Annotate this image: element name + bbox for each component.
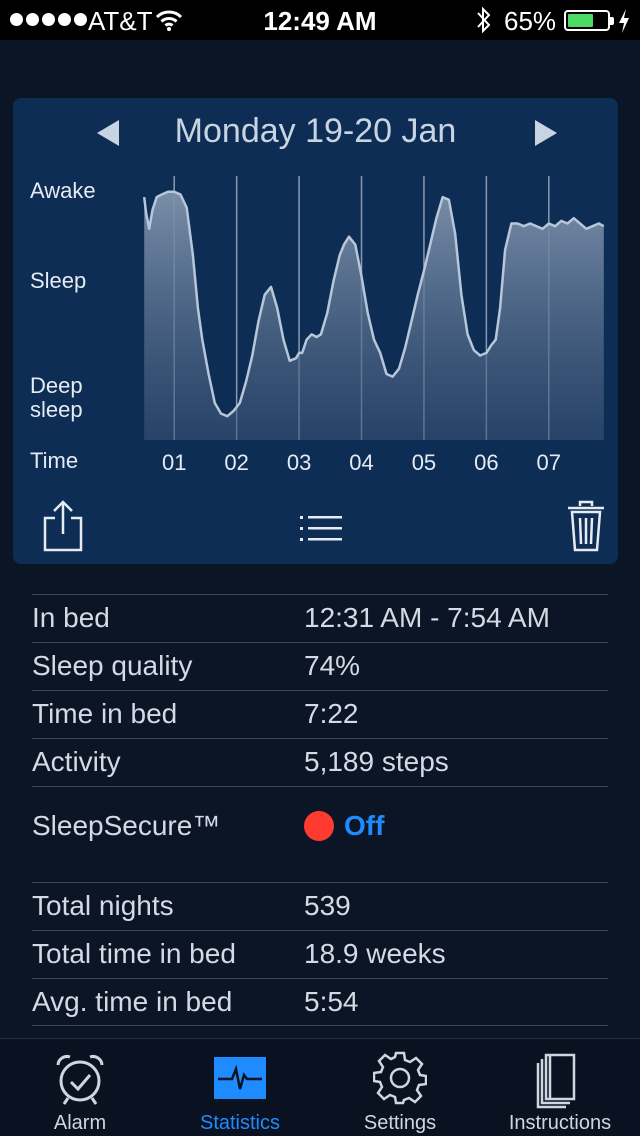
stat-label: In bed <box>32 602 110 633</box>
tab-label: Statistics <box>199 1112 281 1134</box>
x-tick-label: 01 <box>161 450 187 475</box>
sleepsecure-status: Off <box>344 810 385 841</box>
stat-value: 7:22 <box>304 698 359 729</box>
x-tick-label: 07 <box>536 450 562 475</box>
tab-label: Instructions <box>508 1112 612 1134</box>
x-axis-title: Time <box>30 448 79 473</box>
charging-icon <box>619 9 629 33</box>
stat-row-total-time-in-bed: Total time in bed 18.9 weeks <box>32 930 608 978</box>
list-icon[interactable] <box>298 512 346 544</box>
sleepsecure-toggle[interactable]: Off <box>304 810 384 842</box>
stat-row-sleep-quality: Sleep quality 74% <box>32 642 608 690</box>
stat-label: Total time in bed <box>32 938 236 969</box>
stat-value: 5,189 steps <box>304 746 449 777</box>
stat-label: Activity <box>32 746 121 777</box>
y-label-deep-sleep: Deep sleep <box>30 373 83 422</box>
stat-row-time-in-bed: Time in bed 7:22 <box>32 690 608 738</box>
y-label-sleep: Sleep <box>30 268 87 293</box>
chevron-left-icon[interactable] <box>91 116 131 150</box>
tab-settings[interactable]: Settings <box>320 1039 480 1136</box>
sleep-area <box>144 191 604 440</box>
stat-row-activity: Activity 5,189 steps <box>32 738 608 786</box>
sleep-chart <box>142 176 605 440</box>
stat-row-sleepsecure: SleepSecure™ Off <box>32 786 608 882</box>
tab-statistics[interactable]: Statistics <box>160 1039 320 1136</box>
tab-alarm[interactable]: Alarm <box>0 1039 160 1136</box>
tab-label: Settings <box>363 1112 437 1134</box>
y-label-awake: Awake <box>30 178 96 203</box>
stat-row-avg-time-in-bed: Avg. time in bed 5:54 <box>32 978 608 1026</box>
battery-percent: 65% <box>504 6 557 36</box>
stat-row-total-nights: Total nights 539 <box>32 882 608 930</box>
alarm-clock-icon <box>56 1055 104 1105</box>
x-tick-label: 04 <box>349 450 374 475</box>
x-tick-label: 02 <box>224 450 249 475</box>
share-icon[interactable] <box>41 498 85 554</box>
stat-row-in-bed: In bed 12:31 AM - 7:54 AM <box>32 594 608 642</box>
sleepsecure-status-dot <box>304 811 334 841</box>
tab-bar: Alarm Statistics Settings Instructions <box>0 1038 640 1136</box>
statistics-icon <box>214 1057 266 1099</box>
sleepsecure-label: SleepSecure™ <box>32 810 221 841</box>
night-title: Monday 19-20 Jan <box>174 112 457 150</box>
battery-icon <box>564 10 614 31</box>
stat-label: Sleep quality <box>32 650 193 681</box>
tab-label: Alarm <box>53 1112 107 1134</box>
bluetooth-icon <box>477 6 491 34</box>
book-icon <box>536 1053 576 1109</box>
status-bar: AT&T 12:49 AM 65% <box>0 0 640 40</box>
stat-value: 539 <box>304 890 351 921</box>
gear-icon <box>373 1051 427 1105</box>
trash-icon[interactable] <box>566 500 606 554</box>
x-tick-label: 03 <box>286 450 312 475</box>
stat-value: 18.9 weeks <box>304 938 446 969</box>
chevron-right-icon[interactable] <box>523 116 563 150</box>
x-tick-label: 06 <box>474 450 499 475</box>
tab-instructions[interactable]: Instructions <box>480 1039 640 1136</box>
stat-value: 12:31 AM - 7:54 AM <box>304 602 550 633</box>
sleep-graph-panel: Monday 19-20 Jan Awake Sleep Deep sleep … <box>13 98 618 564</box>
stat-label: Avg. time in bed <box>32 986 233 1017</box>
wifi-icon <box>155 10 183 31</box>
x-tick-label: 05 <box>411 450 437 475</box>
carrier-name: AT&T <box>88 6 153 36</box>
sleep-line <box>142 190 605 418</box>
signal-strength-icon <box>10 13 87 26</box>
night-stats: In bed 12:31 AM - 7:54 AM Sleep quality … <box>32 594 608 1026</box>
status-time: 12:49 AM <box>263 6 377 36</box>
battery-fill <box>568 14 593 27</box>
stat-value: 5:54 <box>304 986 359 1017</box>
stat-value: 74% <box>304 650 361 681</box>
stat-label: Total nights <box>32 890 174 921</box>
stat-label: Time in bed <box>32 698 178 729</box>
